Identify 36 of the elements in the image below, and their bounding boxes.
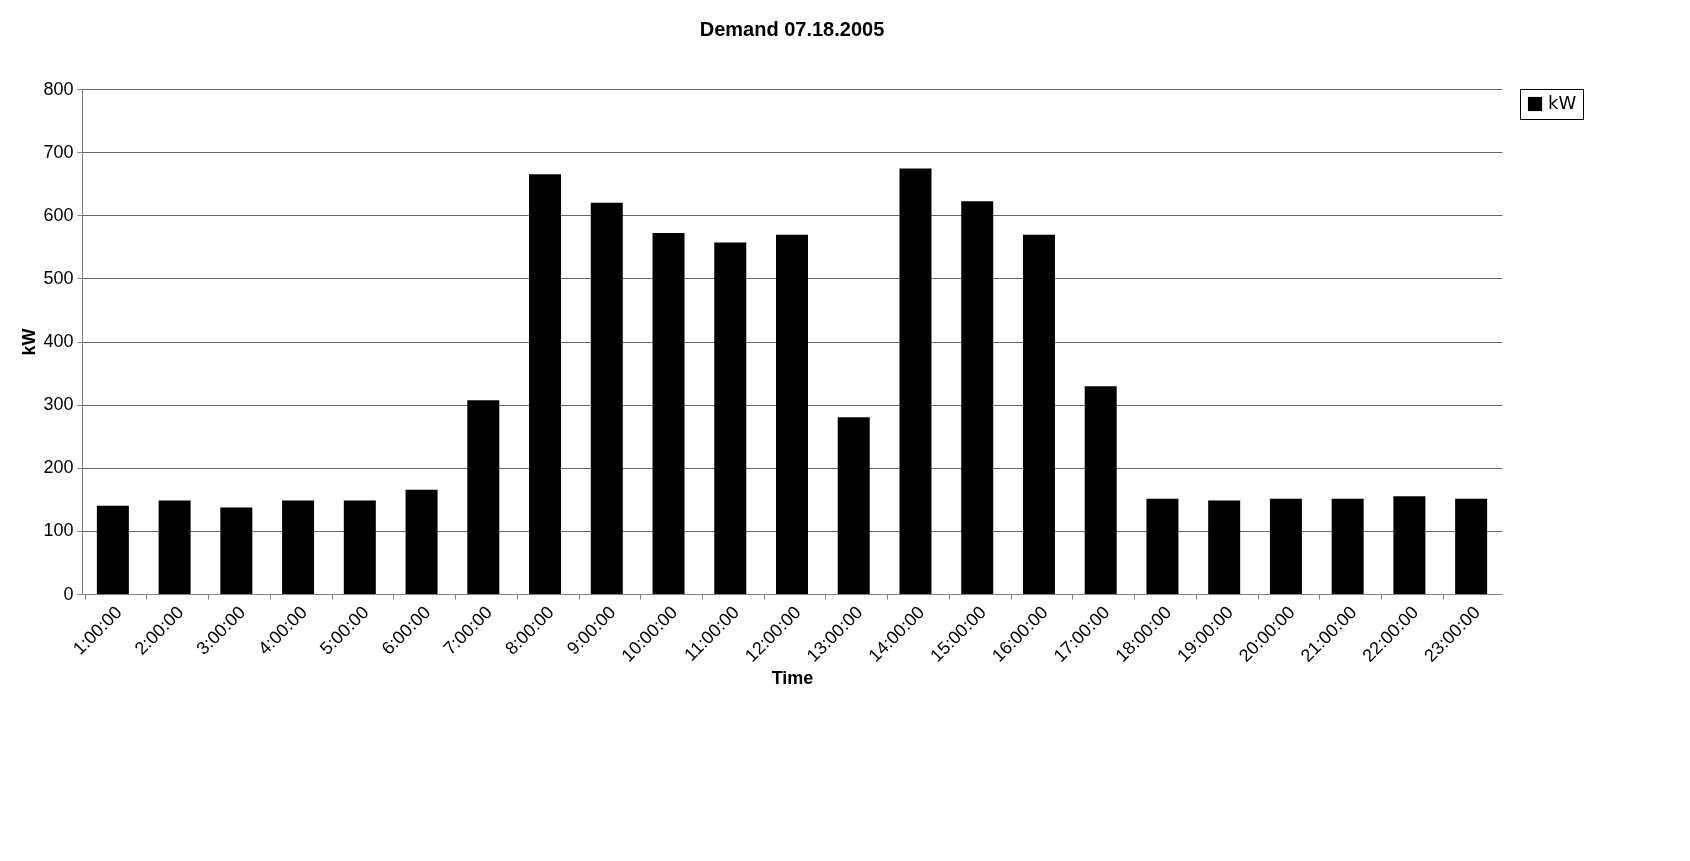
bar: [158, 500, 191, 594]
bar: [961, 201, 994, 594]
bar: [899, 168, 932, 594]
y-tick-label: 800: [43, 78, 74, 99]
bar: [282, 500, 315, 594]
legend-label: kW: [1548, 92, 1577, 113]
y-tick-label: 200: [43, 457, 74, 478]
y-tick-label: 700: [43, 141, 74, 162]
chart-title: Demand 07.18.2005: [699, 18, 885, 40]
bar: [467, 400, 500, 594]
y-tick-label: 100: [43, 520, 74, 541]
bar: [1022, 234, 1055, 594]
y-axis-title: kW: [19, 328, 40, 356]
bar: [1455, 498, 1488, 594]
bar: [529, 174, 562, 594]
bar: [1084, 386, 1117, 594]
y-tick-label: 0: [63, 583, 74, 604]
bar: [590, 202, 623, 594]
bar: [1208, 500, 1241, 594]
y-tick-label: 500: [43, 267, 74, 288]
bar: [1331, 498, 1364, 594]
bar: [405, 489, 438, 594]
bar: [220, 507, 253, 594]
y-tick-label: 300: [43, 394, 74, 415]
bar: [776, 234, 808, 594]
bar: [837, 417, 870, 594]
bar: [714, 242, 747, 594]
bar: [343, 500, 376, 594]
y-tick-label: 400: [43, 331, 74, 351]
x-axis-title: Time: [771, 667, 814, 688]
y-tick-label: 600: [43, 204, 74, 225]
bar: [1393, 496, 1426, 594]
bar: [96, 505, 129, 594]
bar: [1269, 498, 1302, 594]
bar: [1146, 498, 1179, 594]
bar: [652, 232, 685, 594]
